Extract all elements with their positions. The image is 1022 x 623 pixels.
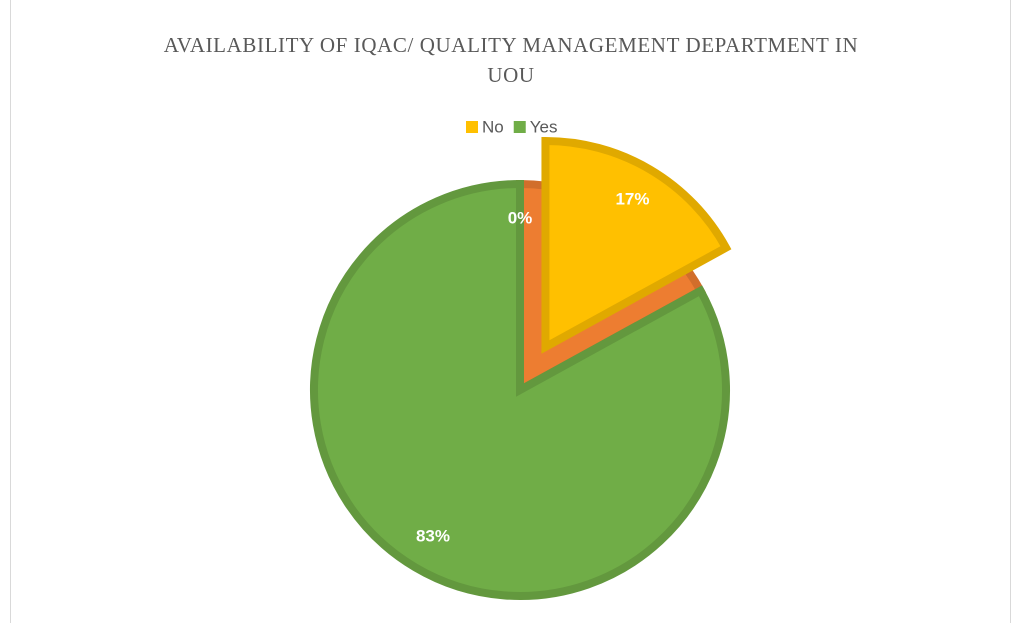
slice-exploded bbox=[541, 136, 732, 354]
data-label: 17% bbox=[615, 189, 649, 208]
legend-label: No bbox=[482, 117, 504, 136]
legend-label: Yes bbox=[530, 117, 558, 136]
legend: No Yes bbox=[466, 117, 557, 136]
frame bbox=[10, 0, 1011, 623]
legend-swatch bbox=[513, 121, 526, 133]
data-label: 83% bbox=[416, 527, 450, 546]
slice bbox=[310, 179, 730, 600]
data-labels: 17% 83% 0% bbox=[416, 189, 650, 545]
chart-title: AVAILABILITY OF IQAC/ QUALITY MANAGEMENT… bbox=[163, 33, 859, 87]
legend-swatch bbox=[466, 121, 478, 133]
data-label: 0% bbox=[508, 209, 533, 228]
pie bbox=[310, 136, 732, 600]
